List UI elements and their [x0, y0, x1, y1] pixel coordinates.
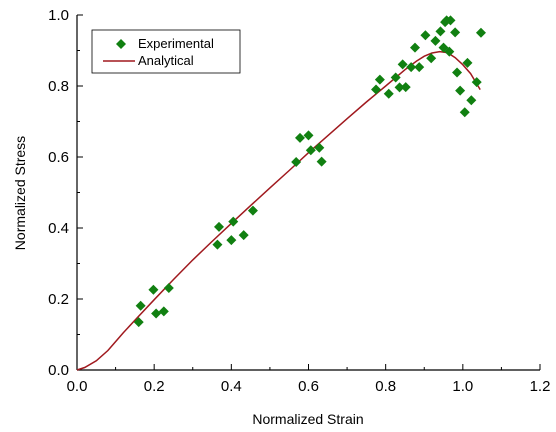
experimental-point	[452, 67, 463, 78]
experimental-point	[414, 62, 425, 73]
legend-marker-experimental	[116, 39, 126, 49]
experimental-point	[390, 72, 401, 83]
y-tick-label: 0.4	[48, 220, 69, 237]
y-tick-label: 0.8	[48, 78, 69, 95]
experimental-point	[450, 27, 461, 38]
x-tick-label: 0.4	[221, 378, 242, 395]
experimental-point	[409, 42, 420, 53]
legend-label-analytical: Analytical	[138, 53, 194, 68]
experimental-point	[226, 235, 237, 246]
experimental-point	[471, 77, 482, 88]
y-ticks: 0.0 0.2 0.4 0.6 0.8 1.0	[48, 7, 83, 379]
y-tick-label: 0.2	[48, 291, 69, 308]
experimental-point	[213, 221, 224, 232]
x-tick-label: 0.2	[144, 378, 165, 395]
experimental-point	[228, 216, 239, 227]
experimental-point	[305, 145, 316, 156]
experimental-point	[295, 132, 306, 143]
experimental-point	[466, 95, 477, 106]
experimental-point	[133, 317, 144, 328]
experimental-point	[383, 88, 394, 99]
experimental-point	[291, 156, 302, 167]
experimental-point	[163, 282, 174, 293]
x-ticks: 0.0 0.2 0.4 0.6 0.8 1.0 1.2	[67, 364, 551, 395]
experimental-point	[455, 85, 466, 96]
experimental-series	[133, 15, 486, 328]
experimental-point	[400, 82, 411, 93]
experimental-point	[435, 26, 446, 37]
experimental-point	[212, 239, 223, 250]
experimental-point	[475, 27, 486, 38]
experimental-point	[158, 306, 169, 317]
x-tick-label: 0.0	[67, 378, 88, 395]
y-tick-label: 0.0	[48, 362, 69, 379]
experimental-point	[316, 156, 327, 167]
experimental-point	[397, 59, 408, 70]
experimental-point	[394, 82, 405, 93]
experimental-point	[426, 53, 437, 64]
experimental-point	[303, 130, 314, 141]
experimental-point	[148, 284, 159, 295]
experimental-point	[420, 30, 431, 41]
y-tick-label: 0.6	[48, 149, 69, 166]
experimental-point	[444, 46, 455, 57]
experimental-point	[314, 142, 325, 153]
y-tick-label: 1.0	[48, 7, 69, 24]
x-tick-label: 0.6	[298, 378, 319, 395]
experimental-point	[371, 84, 382, 95]
x-tick-label: 1.0	[452, 378, 473, 395]
experimental-point	[247, 205, 258, 216]
x-tick-label: 1.2	[530, 378, 551, 395]
legend: Experimental Analytical	[91, 29, 241, 74]
x-axis-title: Normalized Strain	[252, 411, 363, 427]
experimental-point	[430, 35, 441, 46]
x-tick-label: 0.8	[375, 378, 396, 395]
legend-label-experimental: Experimental	[138, 36, 214, 51]
experimental-point	[445, 15, 456, 26]
experimental-point	[135, 300, 146, 311]
experimental-point	[462, 57, 473, 68]
experimental-point	[238, 230, 249, 241]
experimental-point	[406, 62, 417, 73]
experimental-point	[374, 74, 385, 85]
experimental-point	[151, 308, 162, 319]
y-axis-title: Normalized Stress	[12, 136, 28, 250]
legend-box	[91, 29, 241, 74]
experimental-point	[459, 107, 470, 118]
